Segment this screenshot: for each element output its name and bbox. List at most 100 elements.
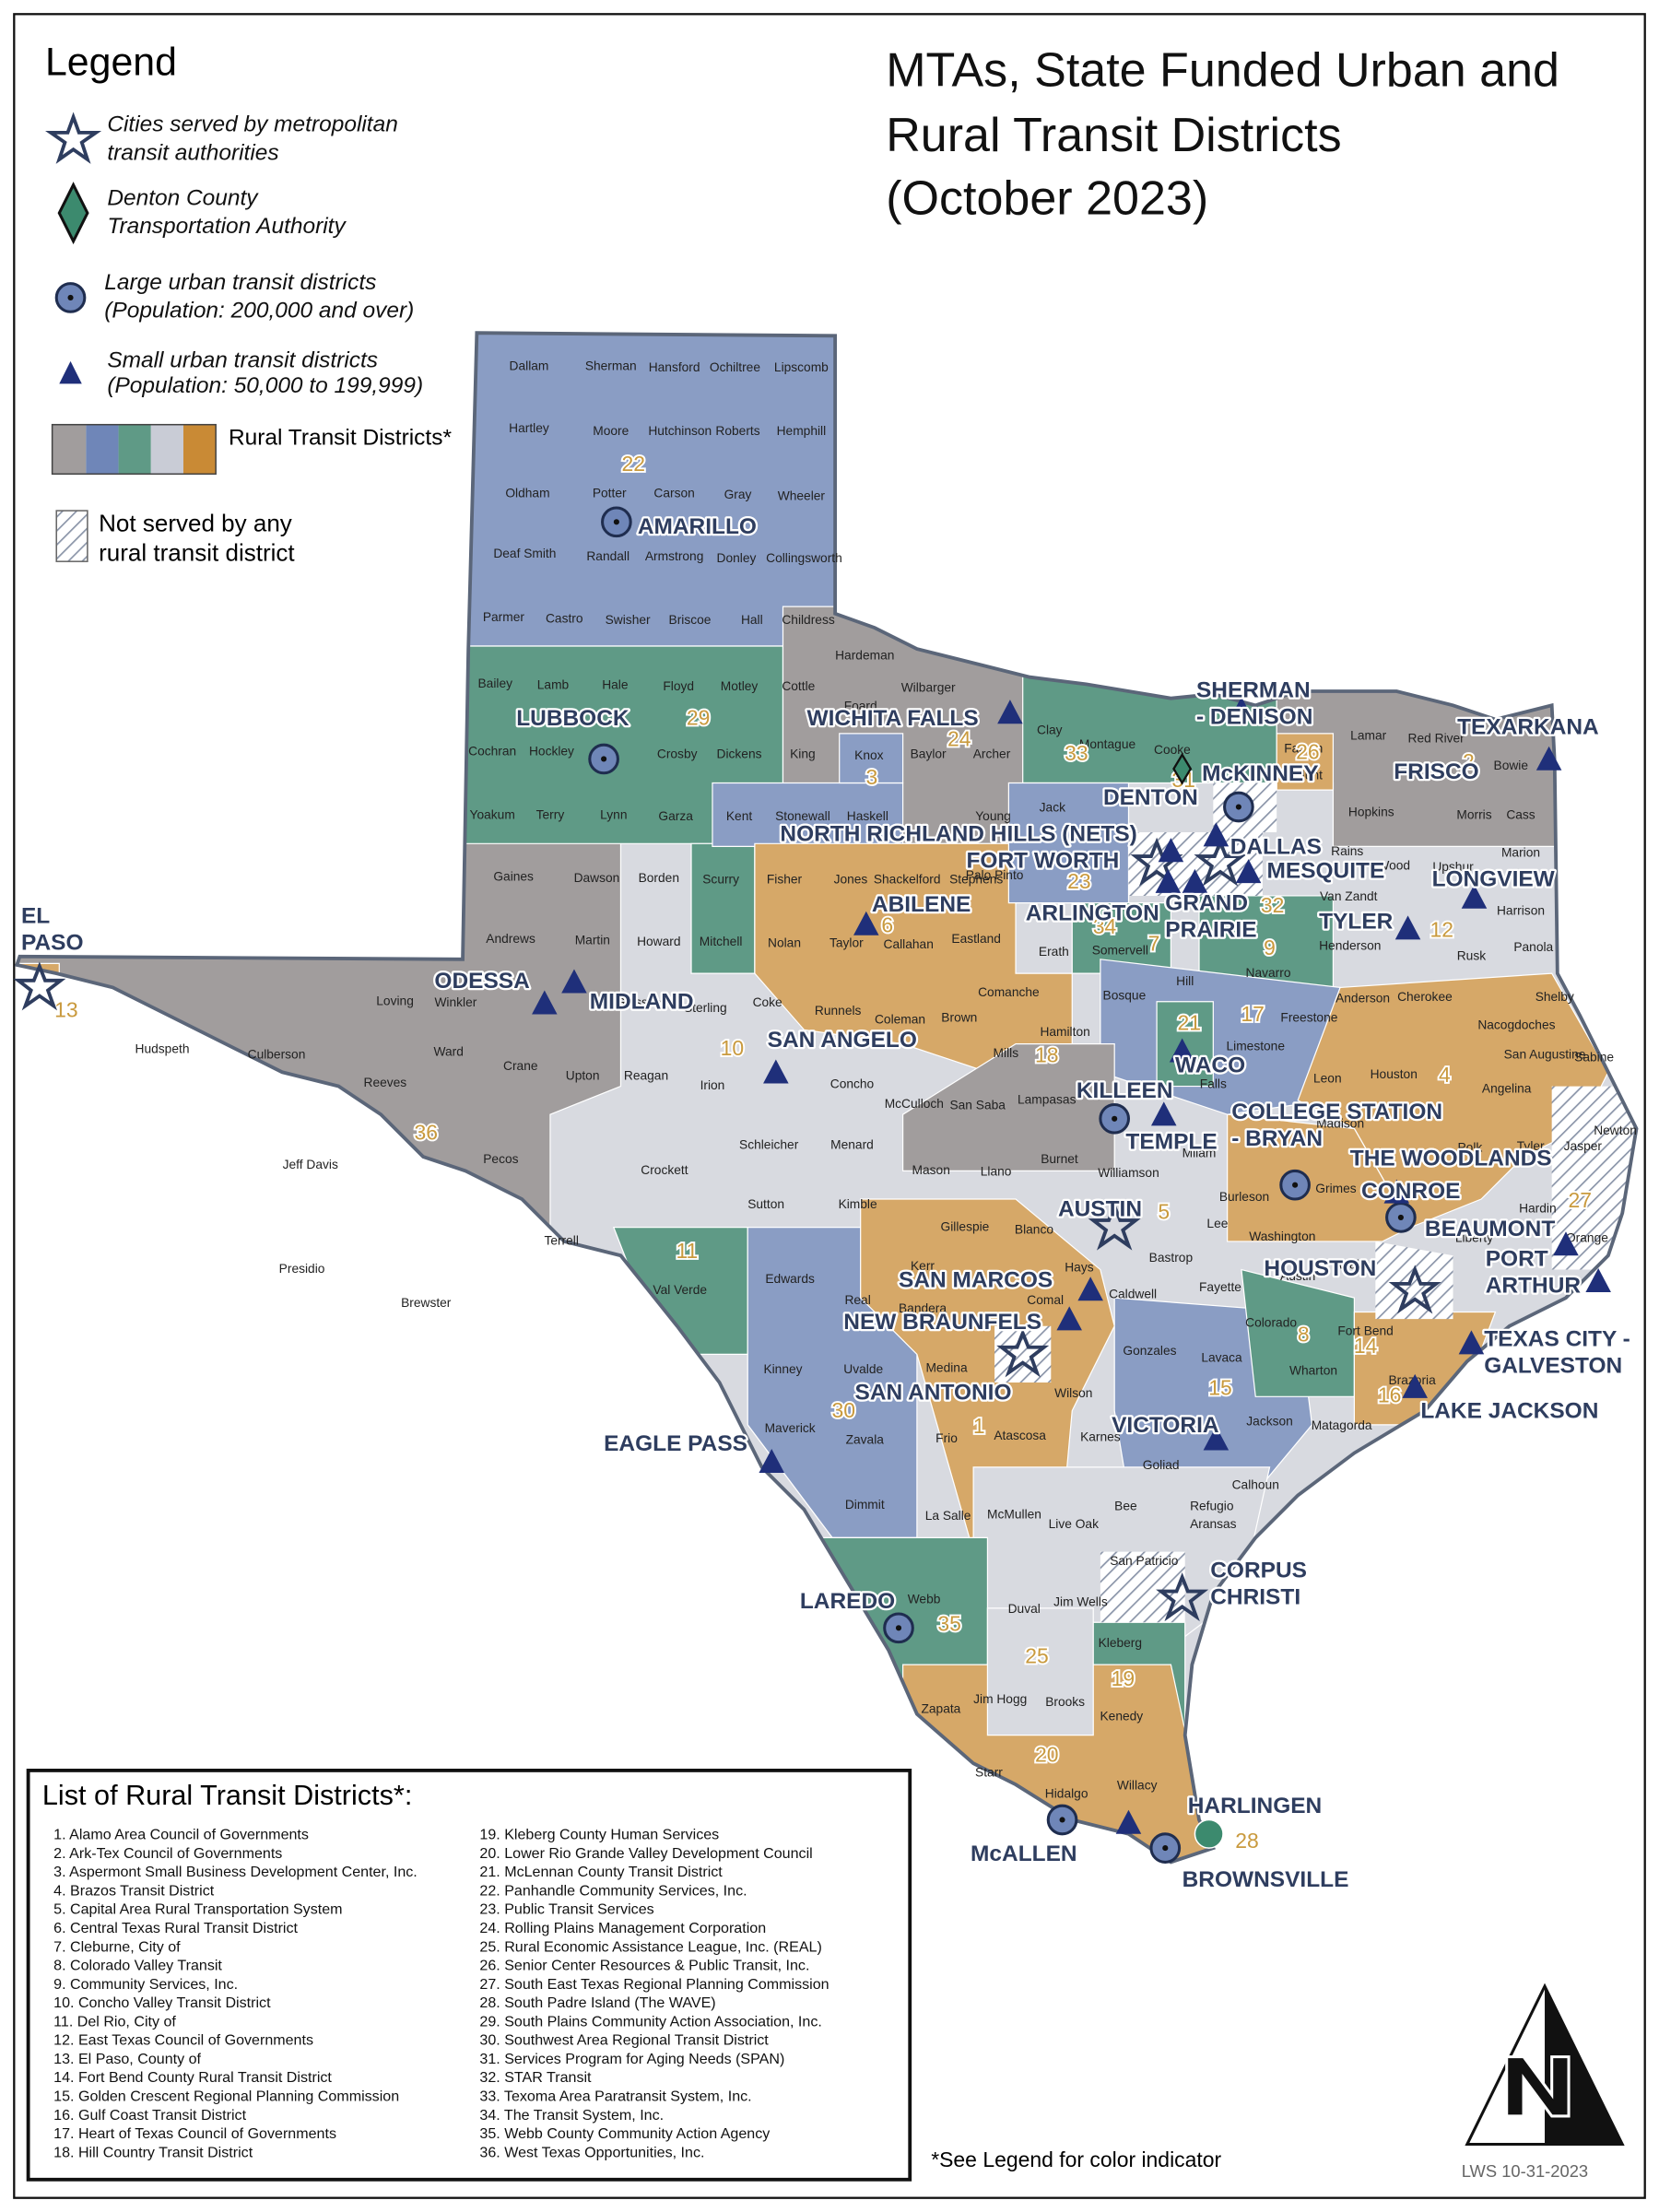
county-label: Floyd — [663, 679, 694, 693]
district-list-item: 30. Southwest Area Regional Transit Dist… — [479, 2032, 769, 2049]
small-urban-marker — [1235, 859, 1262, 884]
county-label: Jim Wells — [1053, 1594, 1108, 1608]
county-label: Lee — [1206, 1217, 1228, 1230]
county-label: Brewster — [401, 1296, 452, 1310]
legend-text: Rural Transit Districts* — [229, 425, 452, 450]
county-label: Upton — [566, 1068, 600, 1082]
city-label: DALLAS — [1230, 834, 1322, 859]
small-urban-marker — [1229, 697, 1254, 722]
county-label: Blanco — [1015, 1222, 1053, 1236]
city-label: NEW BRAUNFELS — [843, 1310, 1041, 1335]
county-label: Bowie — [1494, 759, 1529, 772]
district-number: 35 — [937, 1611, 961, 1635]
city-label: - DENISON — [1196, 705, 1312, 730]
county-label: Live Oak — [1049, 1517, 1099, 1531]
district-list-title: List of Rural Transit Districts*: — [42, 1780, 412, 1811]
county-label: Lavaca — [1201, 1351, 1242, 1365]
county-label: Sutton — [747, 1197, 784, 1211]
county-label: Jim Hogg — [973, 1692, 1027, 1706]
district-list: 1. Alamo Area Council of Governments 2. A… — [53, 1827, 829, 2161]
county-label: Dawson — [574, 871, 620, 885]
city-label: - BRYAN — [1231, 1126, 1323, 1151]
county-label: Medina — [925, 1360, 967, 1374]
district-list-item: 26. Senior Center Resources & Public Tra… — [479, 1958, 809, 1974]
city-label: THE WOODLANDS — [1350, 1147, 1552, 1171]
county-label: Panola — [1513, 940, 1553, 954]
county-label: Parmer — [483, 610, 525, 624]
city-label: TEMPLE — [1125, 1129, 1217, 1154]
legend-triangle — [59, 360, 82, 384]
marker-dot — [1235, 804, 1241, 810]
city-label: BEAUMONT — [1425, 1217, 1555, 1241]
county-label: Sabine — [1574, 1051, 1614, 1065]
marker-dot — [895, 1625, 902, 1631]
small-urban-marker — [1553, 1231, 1579, 1256]
county-label: Aransas — [1190, 1517, 1237, 1531]
county-label: Henderson — [1319, 939, 1381, 953]
county-label: Winkler — [434, 995, 477, 1009]
county-label: Roberts — [715, 424, 759, 438]
small-urban-marker — [1585, 1268, 1611, 1293]
county-label: Houston — [1371, 1067, 1418, 1081]
dcta-diamond — [1172, 752, 1193, 785]
county-label: Culberson — [248, 1048, 306, 1062]
county-label: Kenedy — [1100, 1709, 1143, 1723]
county-label: Llano — [981, 1165, 1012, 1179]
county-label: Lampasas — [1018, 1093, 1077, 1107]
county-label: Deaf Smith — [493, 547, 556, 560]
city-label: LAREDO — [800, 1589, 895, 1614]
county-label: Crane — [503, 1059, 538, 1073]
county-label: Hidalgo — [1045, 1787, 1088, 1801]
county-label: Shackelford — [874, 873, 941, 887]
small-urban-marker — [1203, 822, 1230, 847]
county-label: Washington — [1249, 1230, 1315, 1243]
county-label: San Saba — [949, 1099, 1006, 1112]
county-label: Shelby — [1535, 990, 1574, 1004]
district-list-item: 27. South East Texas Regional Planning C… — [479, 1976, 829, 1993]
county-label: Grimes — [1315, 1182, 1356, 1195]
county-label: Liberty — [1455, 1231, 1493, 1245]
county-label: Real — [844, 1293, 870, 1307]
county-label: McMullen — [987, 1508, 1041, 1522]
county-label: McCulloch — [885, 1097, 944, 1111]
legend-text: transit authorities — [107, 140, 278, 165]
county-label: Stonewall — [775, 809, 830, 823]
county-label: Kinney — [763, 1362, 802, 1376]
county-label: Menard — [830, 1137, 874, 1151]
district-list-item: 36. West Texas Opportunities, Inc. — [479, 2144, 704, 2160]
county-label: Burnet — [1041, 1152, 1078, 1166]
county-label: Andrews — [486, 932, 535, 946]
county-label: Childress — [782, 613, 834, 627]
city-label: GRAND — [1165, 891, 1248, 916]
county-label: Cherokee — [1397, 990, 1453, 1004]
district-list-item: 34. The Transit System, Inc. — [479, 2107, 664, 2124]
county-label: Borden — [639, 871, 679, 885]
county-label: Hutchinson — [648, 424, 712, 438]
district-number: 24 — [947, 727, 971, 751]
county-label: Martin — [575, 934, 610, 947]
city-label: BROWNSVILLE — [1182, 1867, 1349, 1892]
county-label: Hopkins — [1348, 805, 1394, 818]
district-list-item: 13. El Paso, County of — [53, 2051, 201, 2067]
city-label: AUSTIN — [1058, 1197, 1142, 1222]
small-urban-marker — [1158, 838, 1184, 863]
city-label: WICHITA FALLS — [807, 706, 979, 731]
small-urban-marker — [1077, 1277, 1103, 1301]
county-label: Jeff Davis — [283, 1158, 338, 1171]
legend-text: Large urban transit districts — [104, 270, 376, 295]
county-label: Willacy — [1117, 1778, 1158, 1792]
county-label: Runnels — [815, 1004, 862, 1018]
legend-text: Small urban transit districts — [107, 347, 378, 372]
city-label: MIDLAND — [590, 990, 694, 1015]
county-label: Dimmit — [845, 1498, 885, 1512]
city-label: TYLER — [1319, 909, 1394, 934]
district-list-item: 29. South Plains Community Action Associ… — [479, 2013, 821, 2030]
small-urban-marker — [1458, 1330, 1485, 1355]
marker-dot — [601, 756, 607, 762]
city-label: NORTH RICHLAND HILLS (NETS) — [780, 822, 1136, 847]
county-label: Potter — [593, 486, 627, 500]
county-label: Mitchell — [700, 935, 743, 948]
district-number: 22 — [621, 452, 645, 476]
city-label: AMARILLO — [638, 514, 757, 539]
